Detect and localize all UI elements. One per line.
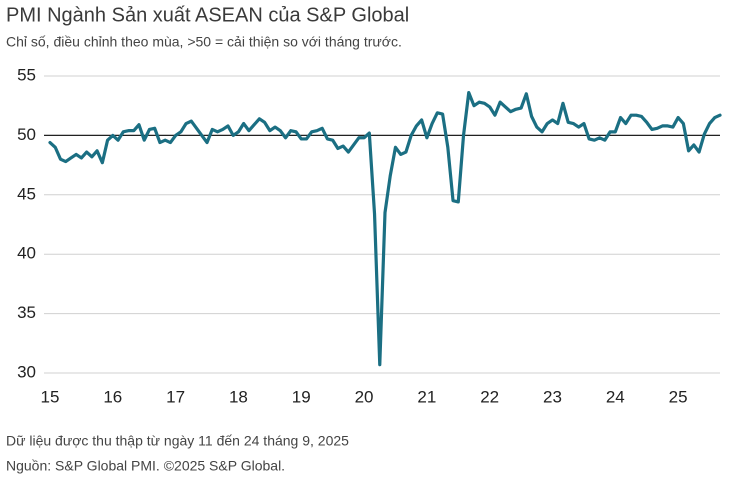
y-tick-label: 55	[17, 65, 36, 84]
x-tick-label: 16	[103, 387, 122, 406]
chart-title: PMI Ngành Sản xuất ASEAN của S&P Global	[6, 4, 409, 26]
footnote: Dữ liệu được thu thập từ ngày 11 đến 24 …	[6, 433, 349, 449]
y-tick-label: 30	[17, 362, 36, 381]
x-tick-label: 17	[166, 387, 185, 406]
x-tick-label: 23	[543, 387, 562, 406]
x-tick-label: 22	[480, 387, 499, 406]
y-tick-label: 50	[17, 125, 36, 144]
y-tick-label: 45	[17, 184, 36, 203]
data-line	[48, 91, 722, 367]
x-tick-label: 15	[41, 387, 60, 406]
x-tick-label: 25	[669, 387, 688, 406]
x-tick-label: 24	[606, 387, 625, 406]
y-tick-label: 35	[17, 303, 36, 322]
source-note: Nguồn: S&P Global PMI. ©2025 S&P Global.	[6, 458, 285, 474]
y-tick-label: 40	[17, 244, 36, 263]
x-tick-label: 21	[417, 387, 436, 406]
x-tick-label: 19	[292, 387, 311, 406]
chart-subtitle: Chỉ số, điều chỉnh theo mùa, >50 = cải t…	[6, 34, 402, 50]
x-tick-label: 18	[229, 387, 248, 406]
x-tick-label: 20	[355, 387, 374, 406]
